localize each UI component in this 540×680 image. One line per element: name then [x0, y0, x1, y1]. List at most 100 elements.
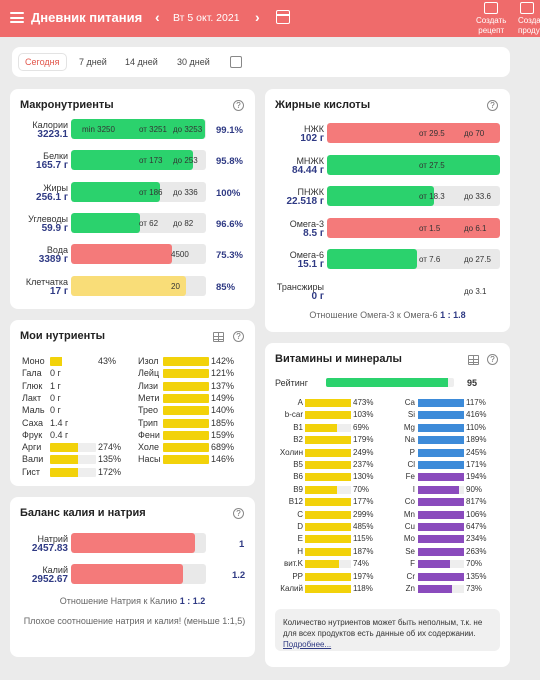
- nutrient-bar: [163, 369, 209, 379]
- mineral-label: Натрий 2457.83: [10, 534, 68, 554]
- vitamin-percent: 69%: [353, 422, 370, 432]
- mineral-name: Калий: [42, 565, 68, 575]
- mineral-name: Mg: [403, 422, 415, 432]
- mineral-name: Mo: [403, 534, 415, 544]
- fatty-label: Омега-6 15.1 г: [265, 250, 324, 270]
- mineral-name: Se: [405, 546, 415, 556]
- mineral-name: Натрий: [37, 534, 69, 544]
- product-icon: [520, 2, 534, 14]
- nutrient-bar: [163, 357, 209, 366]
- nutrient-name: Моно: [22, 356, 45, 366]
- nutrient-fill: [163, 369, 209, 379]
- nutrient-name: Маль: [22, 405, 45, 416]
- tab-today[interactable]: Сегодня: [18, 53, 67, 71]
- prev-day-icon[interactable]: ‹: [155, 9, 160, 25]
- mineral-bar: [418, 436, 464, 445]
- nutrient-percent: 185%: [211, 417, 235, 428]
- mineral-name: P: [409, 447, 415, 457]
- nutrient-value: 59.9 г: [41, 222, 68, 234]
- mineral-percent: 234%: [466, 534, 487, 544]
- nutrient-label: Калории 3223.1: [10, 120, 68, 140]
- vitamin-percent: 187%: [353, 546, 374, 556]
- nutrient-value: 1.4 г: [50, 417, 69, 428]
- vitamin-percent: 179%: [353, 435, 374, 445]
- vitamin-name: H: [297, 546, 303, 556]
- mineral-fill: [418, 436, 464, 445]
- progress-fill: [327, 217, 500, 238]
- nutrient-fill: [163, 393, 209, 403]
- vitamin-bar: [305, 423, 351, 432]
- to-value: до 336: [173, 187, 198, 197]
- table-icon[interactable]: [213, 332, 224, 342]
- current-date[interactable]: Вт 5 окт. 2021: [173, 12, 240, 24]
- mineral-name: F: [410, 559, 415, 569]
- create-recipe-button[interactable]: Создать рецепт: [476, 2, 506, 36]
- nutrient-bar: [50, 357, 96, 366]
- help-icon[interactable]: ?: [233, 508, 244, 519]
- vitamin-fill: [305, 535, 351, 544]
- sodium-potassium-ratio: Отношение Натрия к Калию 1 : 1.2: [59, 596, 206, 606]
- fatty-name: ПНЖК: [297, 187, 324, 198]
- progress-fill: [71, 275, 186, 296]
- nutrient-bar: [163, 393, 209, 403]
- from-value: от 29.5: [419, 129, 445, 138]
- mineral-bar: [418, 448, 464, 457]
- create-product-button[interactable]: Создать проду: [518, 2, 540, 36]
- help-icon[interactable]: ?: [487, 354, 498, 365]
- mineral-fill: [418, 560, 451, 569]
- mineral-percent: 189%: [466, 435, 487, 445]
- fatty-label: Трансжиры 0 г: [265, 282, 324, 302]
- help-icon[interactable]: ?: [233, 100, 244, 111]
- vitamin-fill: [305, 547, 351, 556]
- nutrient-bar: [50, 455, 96, 465]
- nutrient-fill: [163, 406, 209, 416]
- mineral-percent: 245%: [466, 447, 487, 457]
- vitamin-bar: [305, 523, 351, 531]
- tab-7-days[interactable]: 7 дней: [79, 57, 107, 67]
- calendar-icon[interactable]: [276, 10, 290, 24]
- table-icon[interactable]: [468, 355, 479, 365]
- mineral-percent: 90%: [466, 484, 483, 494]
- nutrient-name: Мети: [138, 392, 160, 403]
- fatty-value: 8.5 г: [303, 227, 324, 239]
- vitamin-bar: [305, 461, 351, 469]
- mineral-bar: [418, 560, 464, 569]
- mineral-name: Na: [404, 435, 415, 445]
- progress-bar: от 7.6 до 27.5: [327, 249, 500, 270]
- vitamin-name: PP: [292, 571, 303, 581]
- next-day-icon[interactable]: ›: [255, 9, 260, 25]
- nutrient-fill: [163, 455, 209, 465]
- tab-14-days[interactable]: 14 дней: [125, 57, 158, 67]
- to-value: до 70: [464, 129, 485, 138]
- nutrient-value: 17 г: [49, 285, 68, 297]
- vitamin-percent: 74%: [353, 559, 370, 569]
- percent-value: 100%: [216, 187, 241, 199]
- menu-icon[interactable]: [10, 12, 24, 23]
- to-value: до 33.6: [464, 192, 491, 202]
- nutrient-name: Лейц: [138, 368, 160, 379]
- mineral-bar: [418, 523, 464, 531]
- mineral-bar: [418, 473, 464, 482]
- nutrient-name: Холе: [138, 442, 159, 453]
- nutrient-value: 3223.1: [37, 129, 68, 140]
- help-icon[interactable]: ?: [233, 331, 244, 342]
- vitamin-percent: 299%: [353, 509, 374, 519]
- mineral-percent: 73%: [466, 584, 483, 593]
- nutrient-percent: 137%: [211, 380, 235, 391]
- help-icon[interactable]: ?: [487, 100, 498, 111]
- vitamin-name: C: [297, 509, 303, 519]
- fatty-value: 15.1 г: [297, 259, 324, 271]
- nutrient-name: Фрук: [22, 429, 43, 440]
- period-calendar-icon[interactable]: [230, 56, 242, 68]
- tab-30-days[interactable]: 30 дней: [177, 57, 210, 67]
- nutrient-fill: [50, 357, 62, 366]
- progress-bar: 20: [71, 275, 206, 296]
- from-value: от 3251: [139, 125, 167, 134]
- nutrient-name: Жиры: [43, 182, 68, 193]
- mineral-name: Mn: [403, 509, 415, 519]
- mineral-percent: 106%: [466, 509, 487, 519]
- nutrient-bar: [50, 443, 96, 453]
- progress-fill: [71, 150, 193, 171]
- more-link[interactable]: Подробнее...: [283, 640, 332, 649]
- nutrient-fill: [50, 467, 78, 477]
